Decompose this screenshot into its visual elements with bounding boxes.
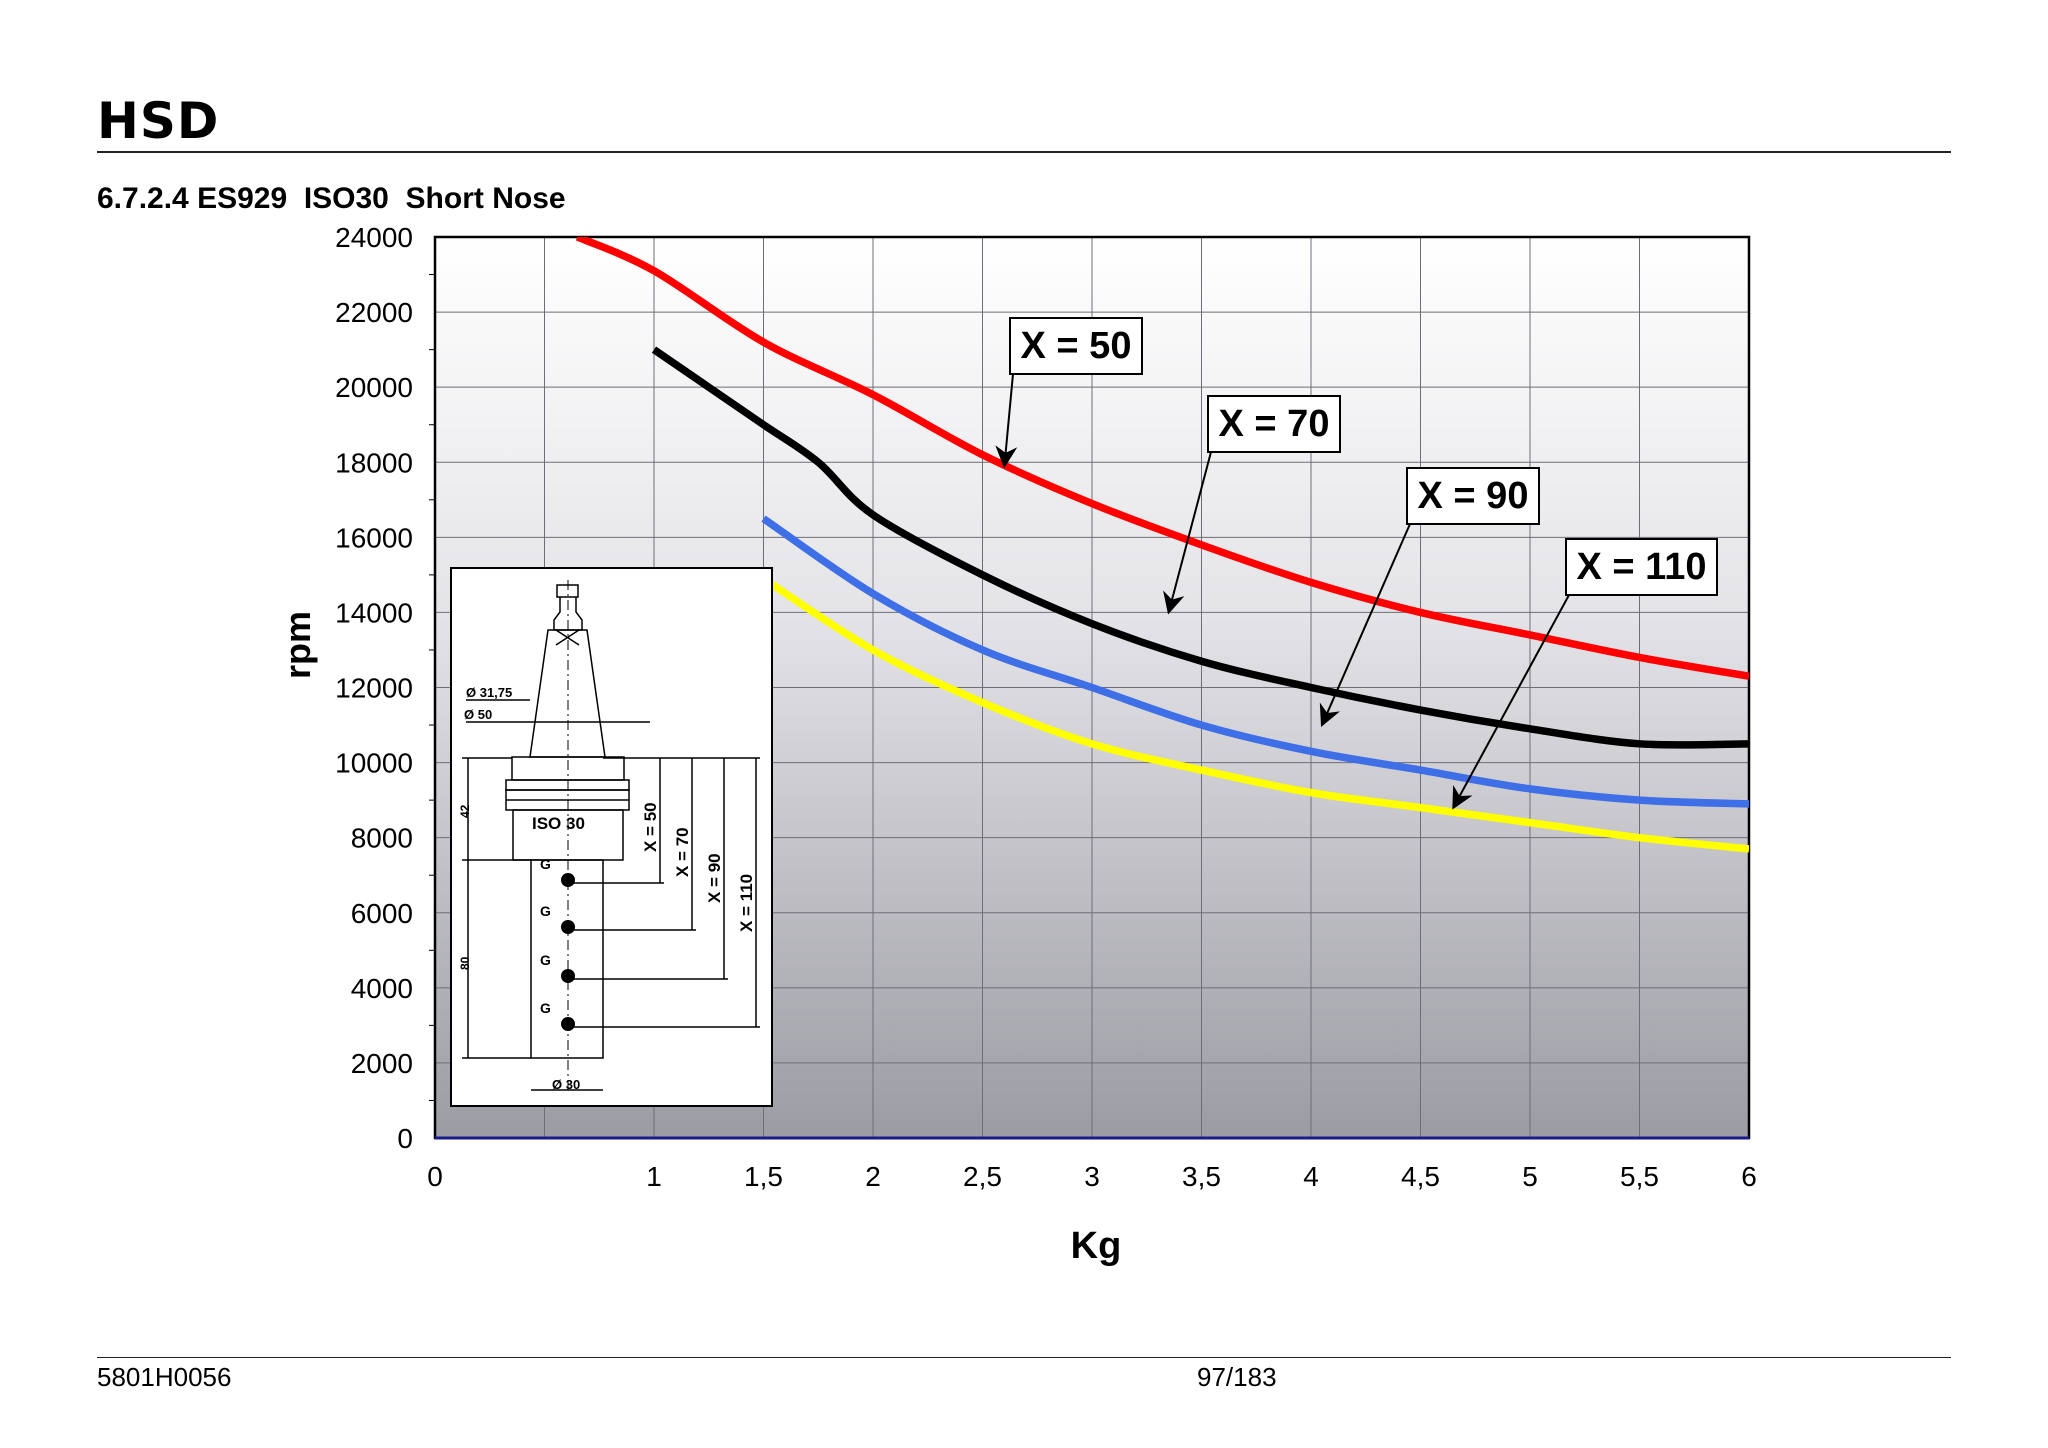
callout-box-4 [1565, 538, 1718, 596]
inset-x-label-2: X = 70 [673, 827, 692, 877]
brand-logo: HSD [97, 92, 220, 150]
x-tick-label: 1 [646, 1161, 662, 1192]
y-tick-label: 20000 [335, 372, 413, 403]
y-tick-label: 16000 [335, 522, 413, 553]
y-tick-label: 4000 [351, 973, 413, 1004]
section-title: 6.7.2.4 ES929 ISO30 Short Nose [97, 182, 566, 215]
callout-arrow-2 [1163, 451, 1212, 615]
y-tick-label: 12000 [335, 673, 413, 704]
iso30-label: ISO 30 [532, 814, 585, 833]
x-tick-label: 5 [1522, 1161, 1538, 1192]
dim-30: Ø 30 [552, 1077, 580, 1092]
x-tick-label: 3 [1084, 1161, 1100, 1192]
x-tick-label: 6 [1741, 1161, 1757, 1192]
x-tick-label: 4 [1303, 1161, 1319, 1192]
series-line-2 [651, 346, 1749, 749]
callout-arrow-3 [1319, 523, 1411, 728]
header-rule [97, 151, 1951, 153]
series-line-3 [761, 515, 1749, 808]
inset-x-label-1: X = 50 [641, 802, 660, 852]
series-line-1 [575, 237, 1749, 680]
y-tick-label: 0 [397, 1123, 413, 1154]
dim-50: Ø 50 [464, 707, 492, 722]
x-axis-label: Kg [1071, 1225, 1122, 1267]
y-tick-label: 8000 [351, 823, 413, 854]
x-tick-label: 1,5 [744, 1161, 783, 1192]
x-tick-label: 3,5 [1182, 1161, 1221, 1192]
tool-holder-inset: G G G G Ø 31,75 Ø 50 42 80 Ø 30 ISO 30 X = 50 X = 7… [450, 567, 773, 1107]
series-label-1: X = 50 [1021, 325, 1132, 367]
dim-42: 42 [458, 804, 472, 818]
y-tick-label: 10000 [335, 748, 413, 779]
x-tick-label: 0 [427, 1161, 443, 1192]
callout-arrow-1 [995, 373, 1018, 469]
g-label: G [540, 952, 551, 968]
y-tick-label: 18000 [335, 447, 413, 478]
center-of-gravity-dot [561, 873, 575, 887]
callout-box-3 [1406, 467, 1540, 525]
g-label: G [540, 1000, 551, 1016]
y-tick-label: 2000 [351, 1048, 413, 1079]
inset-x-label-3: X = 90 [705, 853, 724, 903]
x-tick-label: 4,5 [1401, 1161, 1440, 1192]
x-tick-label: 5,5 [1620, 1161, 1659, 1192]
inset-x-label-4: X = 110 [737, 874, 756, 932]
center-of-gravity-dot [561, 920, 575, 934]
document-code: 5801H0056 [97, 1362, 232, 1392]
series-label-3: X = 90 [1418, 475, 1529, 517]
callout-arrow-4 [1452, 594, 1570, 810]
g-label: G [540, 856, 551, 872]
y-tick-label: 24000 [335, 222, 413, 253]
y-tick-label: 14000 [335, 597, 413, 628]
dim-31-75: Ø 31,75 [466, 685, 512, 700]
page-number: 97/183 [1197, 1362, 1277, 1392]
callout-box-1 [1009, 317, 1143, 375]
x-tick-label: 2 [865, 1161, 881, 1192]
center-of-gravity-dot [561, 969, 575, 983]
series-label-2: X = 70 [1219, 403, 1330, 445]
g-label: G [540, 903, 551, 919]
series-label-4: X = 110 [1577, 546, 1707, 588]
y-tick-label: 6000 [351, 898, 413, 929]
footer-rule [97, 1357, 1951, 1358]
x-tick-label: 2,5 [963, 1161, 1002, 1192]
center-of-gravity-dot [561, 1017, 575, 1031]
y-axis-label: rpm [277, 611, 318, 679]
dim-80: 80 [458, 956, 472, 970]
callout-box-2 [1207, 395, 1341, 453]
y-tick-label: 22000 [335, 297, 413, 328]
series-line-4 [761, 575, 1749, 853]
